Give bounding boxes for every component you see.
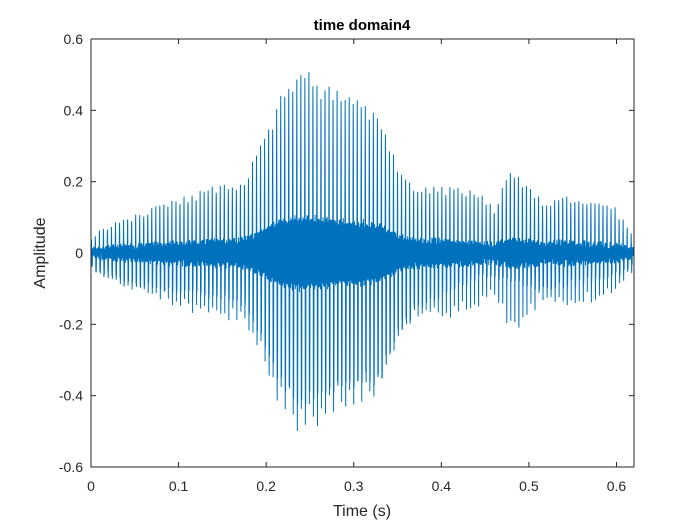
x-tick-label: 0 [87,478,95,494]
y-axis-ticks: 0.6 0.4 0.2 0 -0.2 -0.4 -0.6 [59,31,634,475]
x-tick-label: 0.2 [256,478,276,494]
y-tick-label: -0.6 [59,459,83,475]
y-tick-label: 0.2 [64,174,84,190]
x-tick-label: 0.4 [432,478,452,494]
y-tick-label: -0.2 [59,316,83,332]
y-axis-label: Amplitude [32,217,49,288]
x-axis-ticks: 0 0.1 0.2 0.3 0.4 0.5 0.6 [87,39,626,494]
plot-frame [90,38,635,468]
y-tick-label: 0 [75,245,83,261]
y-tick-label: 0.6 [64,31,84,47]
chart-title: time domain4 [314,17,411,34]
x-axis-label: Time (s) [333,503,391,520]
x-tick-label: 0.3 [344,478,364,494]
y-tick-label: 0.4 [64,102,84,118]
y-tick-label: -0.4 [59,388,83,404]
x-tick-label: 0.5 [519,478,539,494]
x-tick-label: 0.6 [607,478,627,494]
x-tick-label: 0.1 [169,478,189,494]
signal-line [90,72,635,431]
